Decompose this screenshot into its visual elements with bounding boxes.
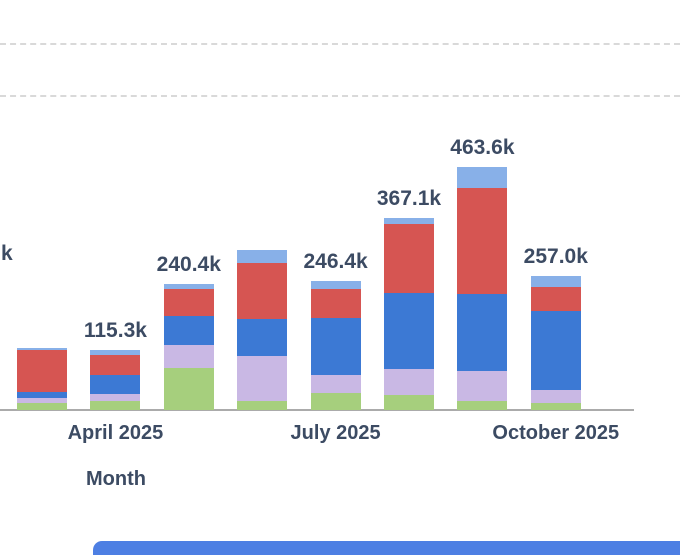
bar-segment-green [457, 401, 508, 410]
bar-segment-green [310, 393, 361, 410]
bar-segment-lightblue [237, 249, 288, 263]
bar-segment-green [90, 400, 141, 410]
bar-segment-lightblue [17, 348, 67, 351]
bar-segment-red [17, 350, 67, 393]
x-tick-label: October 2025 [492, 422, 620, 444]
bar-segment-lightblue [163, 284, 214, 289]
gridline [0, 95, 680, 98]
bar-segment-blue [310, 317, 361, 376]
x-axis-line [0, 409, 634, 411]
bar-segment-lavender [457, 371, 508, 402]
bar-segment-lightblue [530, 275, 581, 287]
bar-segment-lightblue [384, 217, 434, 225]
bar-segment-blue [530, 310, 581, 391]
bar-segment-lavender [163, 344, 214, 369]
x-tick-label: July 2025 [290, 422, 381, 444]
x-tick-label: April 2025 [67, 422, 164, 444]
bar-segment-red [530, 287, 581, 311]
bar-segment-lightblue [310, 281, 361, 290]
bar-segment-blue [237, 319, 288, 357]
x-axis-title: Month [86, 468, 146, 490]
bar-value-label: 463.6k [450, 136, 515, 160]
bar-segment-red [384, 224, 434, 294]
bar-segment-lavender [530, 390, 581, 403]
bar-segment-lightblue [90, 349, 141, 356]
bar-segment-blue [384, 293, 434, 370]
bar-segment-blue [90, 375, 141, 395]
bar-segment-blue [163, 315, 214, 345]
bar-segment-red [310, 289, 361, 318]
bottom-banner[interactable] [93, 541, 680, 555]
bar-segment-lavender [384, 369, 434, 396]
bar-segment-lavender [310, 375, 361, 394]
bar-value-label: 246.4k [303, 250, 368, 274]
bar-segment-green [163, 368, 214, 410]
bar-segment-green [530, 402, 581, 410]
bar-value-label: 240.4k [156, 253, 221, 277]
bar-segment-red [457, 188, 508, 295]
bar-segment-blue [457, 294, 508, 372]
bar-segment-green [17, 403, 67, 410]
bar-segment-lavender [237, 356, 288, 401]
bar-segment-lavender [17, 397, 67, 404]
bar-segment-green [384, 395, 434, 410]
bar-segment-green [237, 400, 288, 410]
bar-segment-red [90, 355, 141, 376]
bar-value-label: 257.0k [523, 244, 588, 268]
bar-segment-lavender [90, 394, 141, 401]
bar-value-label: 115.3k [83, 318, 147, 342]
bar-segment-lightblue [457, 167, 508, 189]
gridline [0, 42, 680, 45]
bar-segment-blue [17, 392, 67, 398]
bar-value-label: 367.1k [376, 186, 442, 210]
clipped-value-label: k [1, 242, 13, 265]
bar-segment-red [237, 262, 288, 320]
bar-segment-red [163, 288, 214, 316]
